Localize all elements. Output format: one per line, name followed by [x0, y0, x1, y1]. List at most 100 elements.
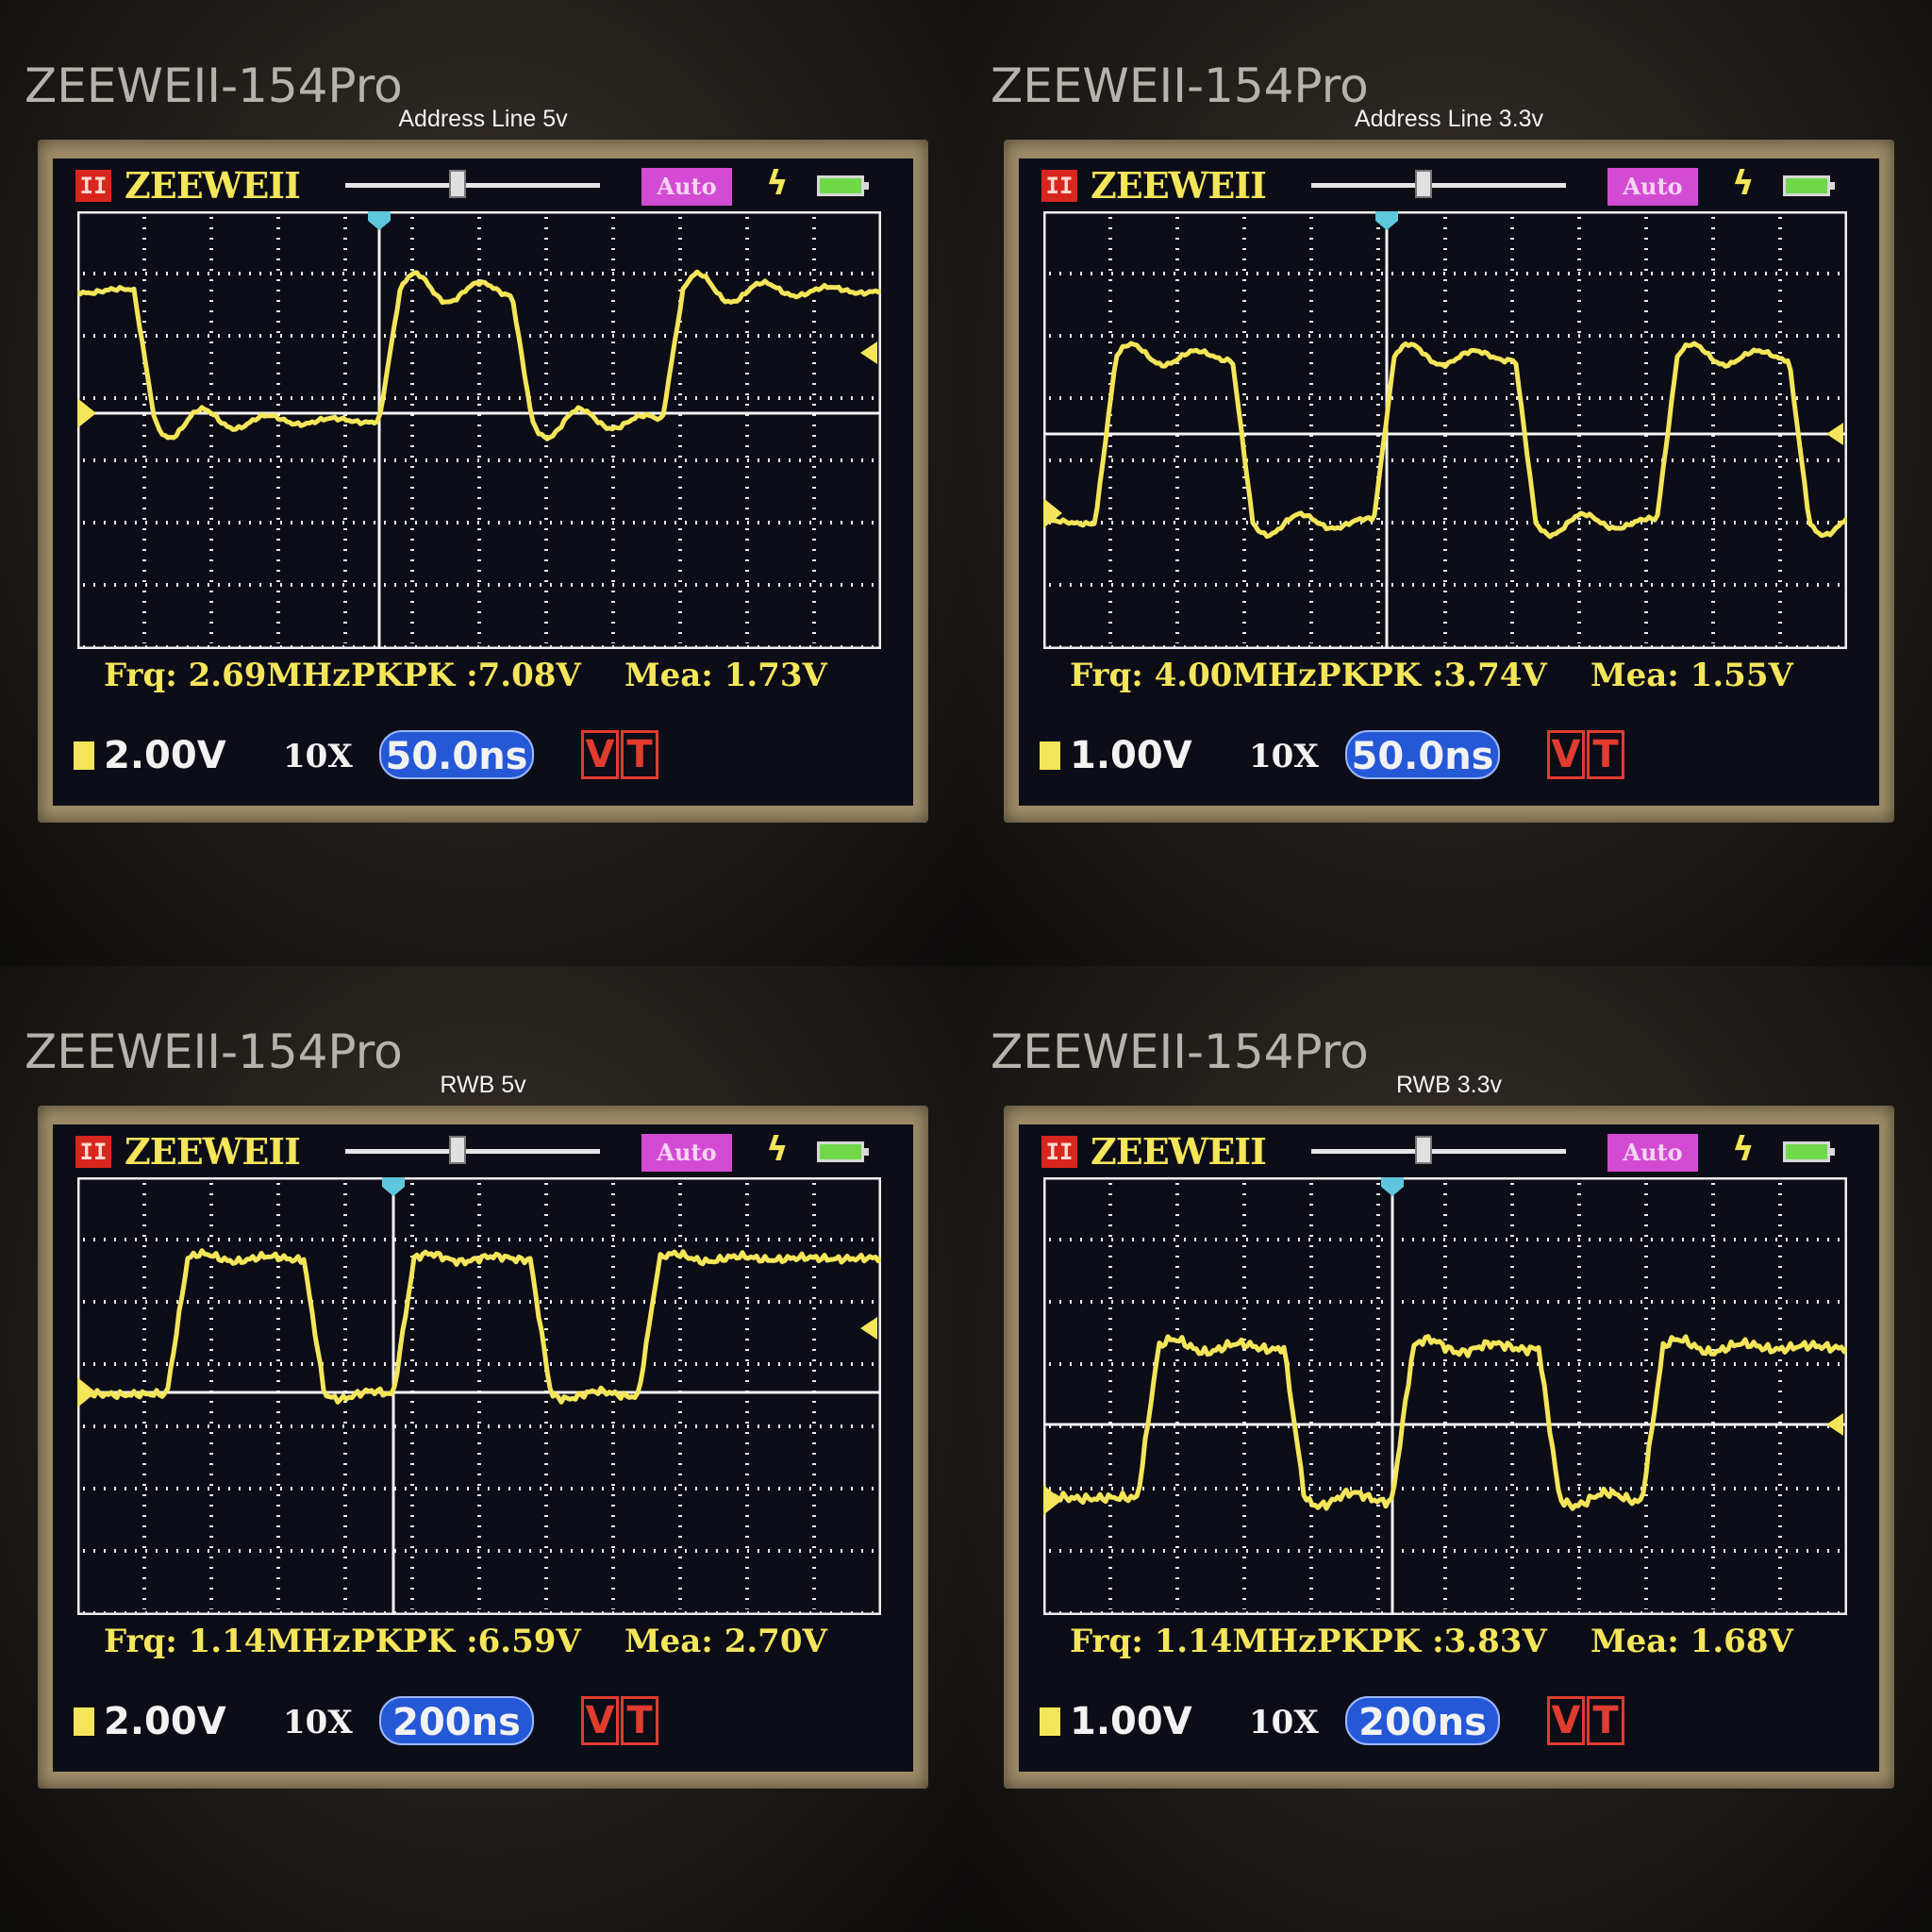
pkpk-readout: PKPK :7.08V — [351, 657, 581, 694]
mean-readout: Mea: 1.73V — [625, 657, 827, 694]
graticule-border — [77, 1177, 881, 1615]
slider-thumb[interactable] — [1415, 1136, 1432, 1164]
battery-icon — [1783, 175, 1835, 196]
trigger-position-slider[interactable] — [345, 1149, 600, 1154]
run-stop-button[interactable]: II — [1041, 1136, 1077, 1168]
timebase-button[interactable]: 50.0ns — [1345, 730, 1500, 779]
frequency-readout: Frq: 1.14MHz — [104, 1623, 351, 1660]
time-cursor-button[interactable]: T — [1587, 730, 1624, 779]
trigger-level-arrow — [1826, 1413, 1843, 1436]
graticule-border — [77, 211, 881, 649]
mean-readout: Mea: 1.68V — [1591, 1623, 1793, 1660]
trigger-mode-badge[interactable]: Auto — [641, 1134, 732, 1172]
mean-readout: Mea: 2.70V — [625, 1623, 827, 1660]
channel-badge — [1040, 741, 1060, 770]
timebase-button[interactable]: 200ns — [379, 1696, 534, 1745]
pkpk-readout: PKPK :6.59V — [351, 1623, 581, 1660]
trigger-position-marker — [382, 1177, 405, 1196]
scope-bottom-bar: 1.00V 10X 200ns V T — [1019, 1690, 1879, 1757]
scope-logo: ZEEWEII — [125, 164, 301, 207]
trigger-position-slider[interactable] — [1311, 1149, 1566, 1154]
signal-trace — [1043, 341, 1847, 540]
volt-cursor-button[interactable]: V — [1547, 730, 1585, 779]
channel-ground-arrow — [1043, 1485, 1062, 1515]
timebase-button[interactable]: 200ns — [1345, 1696, 1500, 1745]
signal-trace — [77, 1248, 881, 1405]
time-cursor-button[interactable]: T — [621, 730, 658, 779]
measurements-row: Frq: 1.14MHz PKPK :6.59V Mea: 2.70V — [77, 1615, 881, 1672]
scope-panel-address-3v3: ZEEWEII-154Pro Address Line 3.3v II ZEEW… — [966, 0, 1932, 966]
volts-per-div[interactable]: 2.00V — [104, 734, 226, 777]
volts-per-div[interactable]: 1.00V — [1070, 1700, 1192, 1743]
measurements-row: Frq: 4.00MHz PKPK :3.74V Mea: 1.55V — [1043, 649, 1847, 706]
trigger-position-marker — [1381, 1177, 1404, 1196]
frequency-readout: Frq: 1.14MHz — [1070, 1623, 1317, 1660]
probe-attenuation[interactable]: 10X — [1249, 738, 1319, 775]
graticule-dots — [83, 1183, 875, 1615]
scope-screen: II ZEEWEII Auto ϟ Frq: 1.14MHz PKPK :3.8… — [1019, 1124, 1879, 1772]
battery-icon — [817, 1141, 869, 1162]
signal-trace — [1043, 1334, 1847, 1511]
slider-thumb[interactable] — [1415, 170, 1432, 198]
scope-screen: II ZEEWEII Auto ϟ Frq: 1.14MHz PKPK :6.5… — [53, 1124, 913, 1772]
device-brand: ZEEWEII-154Pro — [25, 58, 403, 113]
waveform-display — [77, 211, 881, 649]
volt-cursor-button[interactable]: V — [1547, 1696, 1585, 1745]
trigger-position-marker — [1375, 211, 1398, 230]
probe-attenuation[interactable]: 10X — [283, 1704, 353, 1741]
panel-caption: Address Line 5v — [398, 106, 568, 132]
trigger-level-arrow — [860, 1317, 877, 1340]
graticule-border — [1043, 1177, 1847, 1615]
scope-screen: II ZEEWEII Auto ϟ Frq: 2.69MHz PKPK :7.0… — [53, 158, 913, 806]
volt-cursor-button[interactable]: V — [581, 730, 619, 779]
trigger-position-slider[interactable] — [345, 183, 600, 188]
frequency-readout: Frq: 4.00MHz — [1070, 657, 1317, 694]
panel-caption: RWB 3.3v — [1395, 1072, 1503, 1098]
scope-bottom-bar: 1.00V 10X 50.0ns V T — [1019, 724, 1879, 791]
lightning-bolt-icon: ϟ — [766, 164, 789, 203]
run-stop-button[interactable]: II — [1041, 170, 1077, 202]
volts-per-div[interactable]: 2.00V — [104, 1700, 226, 1743]
slider-thumb[interactable] — [449, 170, 466, 198]
lightning-bolt-icon: ϟ — [766, 1130, 789, 1169]
trigger-mode-badge[interactable]: Auto — [641, 168, 732, 206]
scope-top-bar: II ZEEWEII Auto ϟ — [1019, 158, 1879, 211]
scope-bottom-bar: 2.00V 10X 50.0ns V T — [53, 724, 913, 791]
trigger-mode-badge[interactable]: Auto — [1607, 1134, 1698, 1172]
volt-cursor-button[interactable]: V — [581, 1696, 619, 1745]
scope-bottom-bar: 2.00V 10X 200ns V T — [53, 1690, 913, 1757]
channel-ground-arrow — [77, 398, 96, 428]
trigger-mode-badge[interactable]: Auto — [1607, 168, 1698, 206]
pkpk-readout: PKPK :3.74V — [1317, 657, 1547, 694]
scope-logo: ZEEWEII — [1091, 164, 1267, 207]
trigger-position-slider[interactable] — [1311, 183, 1566, 188]
channel-badge — [74, 1707, 94, 1736]
run-stop-button[interactable]: II — [75, 170, 111, 202]
timebase-button[interactable]: 50.0ns — [379, 730, 534, 779]
run-stop-button[interactable]: II — [75, 1136, 111, 1168]
scope-top-bar: II ZEEWEII Auto ϟ — [53, 1124, 913, 1177]
channel-badge — [74, 741, 94, 770]
channel-ground-arrow — [77, 1377, 96, 1407]
scope-logo: ZEEWEII — [125, 1130, 301, 1173]
trigger-level-arrow — [1826, 423, 1843, 445]
probe-attenuation[interactable]: 10X — [283, 738, 353, 775]
device-brand: ZEEWEII-154Pro — [991, 58, 1369, 113]
graticule-dots — [83, 217, 875, 649]
scope-logo: ZEEWEII — [1091, 1130, 1267, 1173]
panel-caption: RWB 5v — [440, 1072, 526, 1098]
battery-icon — [817, 175, 869, 196]
volts-per-div[interactable]: 1.00V — [1070, 734, 1192, 777]
device-brand: ZEEWEII-154Pro — [25, 1024, 403, 1079]
lightning-bolt-icon: ϟ — [1732, 164, 1755, 203]
probe-attenuation[interactable]: 10X — [1249, 1704, 1319, 1741]
scope-panel-rwb-5v: ZEEWEII-154Pro RWB 5v II ZEEWEII Auto ϟ … — [0, 966, 966, 1932]
trigger-position-marker — [368, 211, 391, 230]
graticule-dots — [1049, 1183, 1841, 1615]
slider-thumb[interactable] — [449, 1136, 466, 1164]
time-cursor-button[interactable]: T — [621, 1696, 658, 1745]
scope-panel-rwb-3v3: ZEEWEII-154Pro RWB 3.3v II ZEEWEII Auto … — [966, 966, 1932, 1932]
time-cursor-button[interactable]: T — [1587, 1696, 1624, 1745]
scope-screen: II ZEEWEII Auto ϟ Frq: 4.00MHz PKPK :3.7… — [1019, 158, 1879, 806]
measurements-row: Frq: 1.14MHz PKPK :3.83V Mea: 1.68V — [1043, 1615, 1847, 1672]
